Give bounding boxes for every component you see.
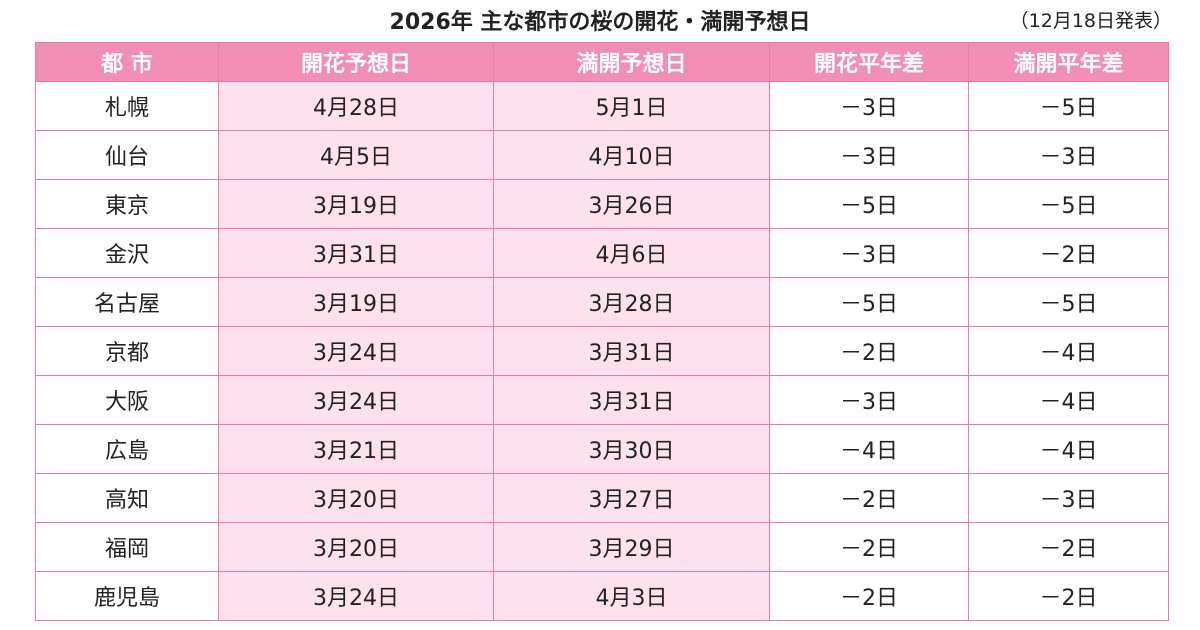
table-row: 高知 3月20日 3月27日 －2日 －3日: [35, 473, 1169, 523]
cell-city: 鹿児島: [35, 571, 219, 621]
table-row: 東京 3月19日 3月26日 －5日 －5日: [35, 179, 1169, 229]
table-row: 大阪 3月24日 3月31日 －3日 －4日: [35, 375, 1169, 425]
table-row: 鹿児島 3月24日 4月3日 －2日 －2日: [35, 571, 1169, 621]
cell-city: 名古屋: [35, 277, 219, 327]
cell-bloom-date: 4月28日: [218, 81, 494, 131]
table-row: 名古屋 3月19日 3月28日 －5日 －5日: [35, 277, 1169, 327]
cell-city: 札幌: [35, 81, 219, 131]
cell-bloom-diff: －2日: [769, 473, 969, 523]
cell-full-bloom-diff: －5日: [968, 81, 1169, 131]
cell-bloom-diff: －5日: [769, 277, 969, 327]
cell-full-bloom-date: 4月10日: [493, 130, 770, 180]
cell-bloom-date: 3月24日: [218, 375, 494, 425]
cell-full-bloom-date: 3月29日: [493, 522, 770, 572]
table-row: 札幌 4月28日 5月1日 －3日 －5日: [35, 81, 1169, 131]
cell-full-bloom-date: 3月30日: [493, 424, 770, 474]
cell-bloom-date: 3月31日: [218, 228, 494, 278]
cell-full-bloom-date: 4月6日: [493, 228, 770, 278]
table-row: 金沢 3月31日 4月6日 －3日 －2日: [35, 228, 1169, 278]
cell-city: 福岡: [35, 522, 219, 572]
cell-full-bloom-date: 4月3日: [493, 571, 770, 621]
cell-full-bloom-date: 5月1日: [493, 81, 770, 131]
column-header-city: 都 市: [35, 42, 219, 82]
cell-full-bloom-diff: －2日: [968, 522, 1169, 572]
cell-full-bloom-diff: －3日: [968, 130, 1169, 180]
cell-bloom-diff: －3日: [769, 81, 969, 131]
column-header-bloom-diff: 開花平年差: [769, 42, 969, 82]
cell-full-bloom-diff: －4日: [968, 375, 1169, 425]
cell-city: 大阪: [35, 375, 219, 425]
cell-bloom-date: 3月20日: [218, 522, 494, 572]
cell-bloom-date: 3月20日: [218, 473, 494, 523]
cell-bloom-date: 3月24日: [218, 571, 494, 621]
cell-full-bloom-date: 3月31日: [493, 326, 770, 376]
cell-full-bloom-diff: －4日: [968, 326, 1169, 376]
cell-city: 高知: [35, 473, 219, 523]
cell-bloom-date: 3月19日: [218, 277, 494, 327]
cell-bloom-diff: －2日: [769, 571, 969, 621]
column-header-full-bloom-diff: 満開平年差: [968, 42, 1169, 82]
cell-full-bloom-diff: －2日: [968, 571, 1169, 621]
column-header-bloom-date: 開花予想日: [218, 42, 494, 82]
cell-city: 仙台: [35, 130, 219, 180]
cell-bloom-diff: －3日: [769, 375, 969, 425]
cell-full-bloom-diff: －4日: [968, 424, 1169, 474]
cell-city: 京都: [35, 326, 219, 376]
cell-bloom-diff: －5日: [769, 179, 969, 229]
table-row: 福岡 3月20日 3月29日 －2日 －2日: [35, 522, 1169, 572]
cell-full-bloom-diff: －2日: [968, 228, 1169, 278]
cell-city: 広島: [35, 424, 219, 474]
cell-full-bloom-diff: －5日: [968, 277, 1169, 327]
cell-bloom-date: 3月21日: [218, 424, 494, 474]
sakura-forecast-table: 都 市開花予想日 満開予想日 開花平年差 満開平年差 札幌 4月28日 5月1日 －3日 －5…: [35, 42, 1169, 621]
cell-bloom-diff: －3日: [769, 228, 969, 278]
cell-city: 金沢: [35, 228, 219, 278]
announcement-date: （12月18日発表）: [1009, 10, 1172, 32]
cell-bloom-diff: －2日: [769, 326, 969, 376]
cell-bloom-date: 3月24日: [218, 326, 494, 376]
cell-bloom-diff: －4日: [769, 424, 969, 474]
cell-bloom-diff: －2日: [769, 522, 969, 572]
table-row: 広島 3月21日 3月30日 －4日 －4日: [35, 424, 1169, 474]
cell-full-bloom-diff: －3日: [968, 473, 1169, 523]
cell-full-bloom-date: 3月31日: [493, 375, 770, 425]
table-title: 2026年 主な都市の桜の開花・満開予想日: [389, 10, 811, 35]
header-row: 都 市開花予想日 満開予想日 開花平年差 満開平年差: [35, 42, 1169, 82]
cell-full-bloom-date: 3月27日: [493, 473, 770, 523]
cell-bloom-date: 3月19日: [218, 179, 494, 229]
cell-city: 東京: [35, 179, 219, 229]
cell-bloom-date: 4月5日: [218, 130, 494, 180]
table-row: 京都 3月24日 3月31日 －2日 －4日: [35, 326, 1169, 376]
cell-full-bloom-diff: －5日: [968, 179, 1169, 229]
cell-full-bloom-date: 3月28日: [493, 277, 770, 327]
cell-bloom-diff: －3日: [769, 130, 969, 180]
table-row: 仙台 4月5日 4月10日 －3日 －3日: [35, 130, 1169, 180]
cell-full-bloom-date: 3月26日: [493, 179, 770, 229]
column-header-full-bloom-date: 満開予想日: [493, 42, 770, 82]
